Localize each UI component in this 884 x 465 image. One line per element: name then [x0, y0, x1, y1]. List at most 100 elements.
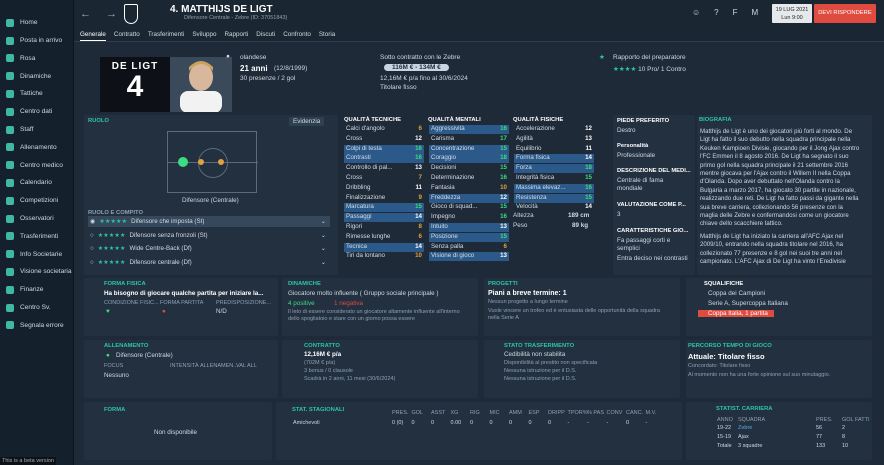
sidebar-item[interactable]: Centro dati	[0, 104, 73, 120]
attribute-row: Resistenza 15	[514, 193, 594, 203]
playtime-desc: Al momento non ha una forte opinione sul…	[688, 372, 831, 378]
tab[interactable]: Storia	[318, 31, 336, 38]
attribute-name: Finalizzazione	[346, 193, 386, 201]
nav-arrows[interactable]: ← →	[80, 8, 124, 20]
continue-button[interactable]: DEVI RISPONDERE	[814, 4, 876, 23]
attribute-row: Passaggi 14	[344, 213, 424, 223]
career-col-header: GOL FATTI	[842, 417, 870, 423]
top-bar: ← → 4. MATTHIJS DE LIGT Difensore Centra…	[74, 0, 884, 28]
radio-icon[interactable]: ○	[90, 245, 94, 252]
attribute-row: Tiri da lontano 10	[344, 252, 424, 261]
value-pill: 116M € - 134M €	[384, 64, 449, 71]
sidebar-item[interactable]: Centro medico	[0, 157, 73, 173]
attribute-row: Calci d'angolo 6	[344, 125, 424, 134]
attribute-value: 16	[585, 183, 592, 191]
attribute-row: Colpi di testa 16	[344, 144, 424, 154]
age: 21 anni	[240, 64, 268, 73]
training-panel: ALLENAMENTO ● Difensore (Centrale) FOCUS…	[84, 340, 278, 398]
fitness-title: FORMA FISICA	[104, 281, 146, 287]
chevron-down-icon[interactable]: ⌄	[320, 258, 326, 266]
stat-cell: 0	[528, 420, 532, 426]
chevron-down-icon[interactable]: ⌄	[320, 218, 326, 225]
sidebar-icon	[6, 18, 14, 27]
sidebar-item[interactable]: Tattiche	[0, 86, 73, 102]
role-row[interactable]: ○ ★★★★★ Difensore centrale (Df) ⌄	[88, 257, 330, 268]
tab[interactable]: Confronto	[283, 31, 311, 38]
attribute-row: Rigori 8	[344, 223, 424, 232]
sidebar-item[interactable]: Allenamento	[0, 140, 73, 156]
sidebar-item[interactable]: Segnala errore	[0, 318, 73, 334]
radio-icon[interactable]: ○	[90, 258, 94, 266]
tab[interactable]: Contratto	[113, 31, 140, 38]
squad-status: Titolare fisso	[380, 84, 417, 91]
sidebar-item[interactable]: Home	[0, 15, 73, 31]
tab[interactable]: Rapporti	[224, 31, 249, 38]
attribute-value: 12	[585, 125, 592, 132]
attribute-row: Rimesse lunghe 6	[344, 233, 424, 242]
evidence-select[interactable]: Evidenzia	[289, 117, 325, 126]
attribute-name: Agilità	[516, 134, 533, 142]
sidebar-item[interactable]: Rosa	[0, 51, 73, 67]
radio-icon[interactable]: ○	[90, 231, 94, 239]
coach-report-title[interactable]: Rapporto del preparatore	[613, 54, 686, 61]
trophies-panel: SQUALIFICHE Coppa dei Campioni Serie A, …	[686, 278, 872, 336]
attribute-name: Determinazione	[431, 174, 475, 181]
train-role: Difensore (Centrale)	[116, 352, 173, 359]
tech-title: QUALITÀ TECNICHE	[344, 117, 402, 123]
sidebar-item[interactable]: Finanze	[0, 282, 73, 298]
role-title: RUOLO	[88, 118, 109, 124]
sidebar-item[interactable]: Centro Sv.	[0, 300, 73, 316]
tab[interactable]: Discuti	[256, 31, 276, 38]
sidebar-item[interactable]: Competizioni	[0, 193, 73, 209]
form-panel: FORMA Non disponibile	[84, 402, 272, 460]
contract-l2: 3 bonus / 0 clausole	[304, 368, 353, 374]
stat-col-header: DRIPP	[548, 410, 565, 416]
match-icon: ●	[162, 308, 166, 315]
tab[interactable]: Trasferimenti	[147, 31, 185, 38]
attribute-name: Freddezza	[431, 193, 461, 201]
attribute-name: Velocità	[516, 203, 538, 211]
attribute-value: 14	[585, 154, 592, 162]
sidebar-item[interactable]: Osservatori	[0, 211, 73, 227]
attribute-value: 11	[415, 183, 422, 191]
attribute-row: Visione di gioco 13	[429, 252, 509, 262]
sidebar-item[interactable]: Calendario	[0, 175, 73, 191]
sidebar-item[interactable]: Dinamiche	[0, 68, 73, 84]
sidebar-item[interactable]: Staff	[0, 122, 73, 138]
chevron-down-icon[interactable]: ⌄	[320, 245, 326, 252]
stat-col-header: TPOR%	[567, 410, 588, 416]
tab[interactable]: Generale	[80, 28, 106, 41]
attribute-row: Tecnica 14	[344, 242, 424, 252]
career-col-header: PRES.	[816, 417, 833, 423]
coach-rating-text: 10 Pro/ 1 Contro	[638, 66, 686, 73]
attribute-name: Controllo di pal...	[346, 164, 393, 172]
role-row[interactable]: ○ ★★★★★ Wide Centre-Back (Df) ⌄	[88, 243, 330, 254]
role-stars: ★★★★★	[97, 258, 126, 266]
chevron-down-icon[interactable]: ⌄	[320, 231, 326, 239]
sidebar-item[interactable]: Posta in arrivo	[0, 33, 73, 49]
role-stars: ★★★★★	[97, 231, 126, 239]
stat-cell: 0	[411, 420, 415, 426]
sidebar-item[interactable]: Visione societaria	[0, 264, 73, 280]
sidebar-icon	[6, 321, 14, 330]
pred-value: N/D	[216, 308, 227, 315]
role-row[interactable]: ○ ★★★★★ Difensore senza fronzoli (St) ⌄	[88, 230, 330, 241]
tab[interactable]: Sviluppo	[192, 31, 217, 38]
stat-col-header: M.V.	[645, 410, 657, 416]
stat-col-header: ASST	[431, 410, 446, 416]
sidebar-item[interactable]: Trasferimenti	[0, 229, 73, 245]
sidebar-item-label: Calendario	[20, 179, 52, 187]
trophy-3: Coppa Italia, 1 partita	[698, 310, 774, 317]
toolbar-icons[interactable]: ☺?FM	[692, 8, 773, 17]
radio-icon[interactable]: ◉	[90, 218, 96, 225]
attribute-row: Equilibrio 11	[514, 145, 594, 154]
sidebar-item[interactable]: Info Societarie	[0, 246, 73, 262]
role-panel: RUOLO Evidenzia Difensore (Centrale) RUO…	[84, 115, 338, 275]
stat-col-header: PRES.	[392, 410, 409, 416]
attribute-value: 9	[418, 193, 422, 201]
attribute-name: Accelerazione	[516, 125, 555, 132]
kit-shirt: DE LIGT 4	[100, 57, 170, 112]
career-col-header: ANNO	[717, 417, 733, 423]
dob: (12/8/1999)	[274, 65, 308, 72]
role-row[interactable]: ◉ ★★★★★ Difensore che imposta (St) ⌄	[88, 216, 330, 227]
